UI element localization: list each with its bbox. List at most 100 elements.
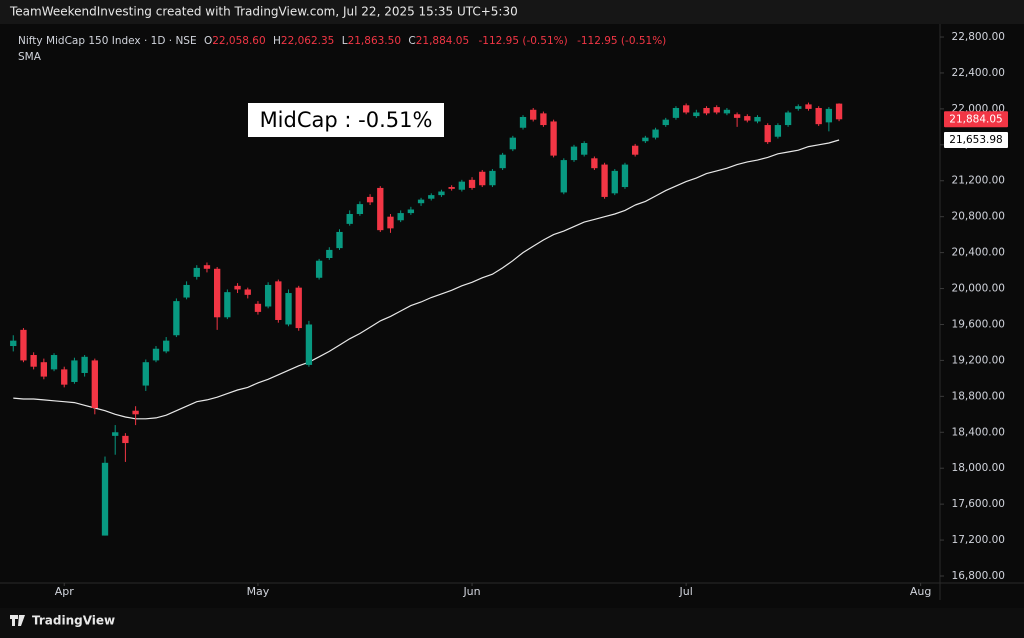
candle-body bbox=[428, 195, 435, 199]
legend-o-value: 22,058.60 bbox=[212, 35, 265, 47]
candle-body bbox=[61, 369, 68, 385]
candle-body bbox=[540, 113, 547, 126]
candle-body bbox=[754, 116, 761, 122]
candle-body bbox=[774, 125, 782, 137]
candle-body bbox=[632, 145, 639, 155]
price-label-box bbox=[944, 131, 1008, 148]
candle-body bbox=[356, 204, 364, 214]
candle-body bbox=[458, 181, 466, 190]
candle-body bbox=[611, 170, 618, 194]
candle-body bbox=[570, 146, 578, 161]
candle-body bbox=[397, 213, 404, 221]
candle-body bbox=[530, 109, 537, 120]
legend-l-value: 21,863.50 bbox=[348, 35, 401, 47]
candle-body bbox=[621, 164, 629, 188]
candle-body bbox=[91, 360, 98, 409]
candle-body bbox=[642, 137, 649, 142]
candle-body bbox=[805, 104, 812, 109]
y-tick-label: 20,400.00 bbox=[952, 247, 1005, 259]
candle-body bbox=[560, 160, 567, 193]
price-label-box bbox=[944, 111, 1008, 128]
candle-body bbox=[285, 293, 292, 325]
legend-sma: SMA bbox=[18, 51, 42, 63]
candle-body bbox=[112, 432, 119, 436]
top-banner-bg bbox=[0, 0, 1024, 24]
y-tick-label: 18,000.00 bbox=[952, 462, 1005, 474]
candle-body bbox=[264, 284, 272, 307]
legend-symbol: Nifty MidCap 150 Index · 1D · NSE bbox=[18, 35, 197, 47]
candle-body bbox=[438, 191, 445, 196]
top-banner: TeamWeekendInvesting created with Tradin… bbox=[9, 5, 518, 19]
x-tick-label: Apr bbox=[55, 585, 75, 598]
candle-body bbox=[20, 329, 27, 361]
candle-body bbox=[40, 362, 47, 377]
candle-body bbox=[346, 213, 353, 224]
y-tick-label: 21,200.00 bbox=[952, 175, 1005, 187]
candle-body bbox=[132, 410, 139, 415]
legend-h-value: 22,062.35 bbox=[281, 35, 334, 47]
annotation-box bbox=[248, 103, 444, 137]
candle-body bbox=[254, 303, 262, 312]
candle-body bbox=[387, 216, 394, 229]
plot-bg bbox=[0, 24, 1024, 630]
y-tick-label: 16,800.00 bbox=[952, 570, 1005, 582]
candle-body bbox=[448, 187, 455, 189]
x-tick-label: Jul bbox=[678, 585, 692, 598]
candle-body bbox=[509, 137, 516, 150]
candle-body bbox=[152, 348, 160, 361]
candle-body bbox=[713, 107, 720, 113]
candle-body bbox=[203, 265, 211, 269]
candle-body bbox=[519, 116, 527, 128]
plot bbox=[10, 102, 843, 536]
candle-body bbox=[315, 260, 323, 278]
candle-body bbox=[591, 158, 598, 169]
candle-body bbox=[682, 105, 690, 113]
candle-body bbox=[10, 340, 17, 347]
candle-body bbox=[295, 287, 302, 329]
candle-body bbox=[795, 106, 802, 109]
price-label: 21,884.05 bbox=[949, 113, 1002, 125]
candle-body bbox=[417, 199, 425, 204]
y-tick-label: 18,400.00 bbox=[952, 426, 1005, 438]
candle-body bbox=[377, 187, 384, 231]
legend-h: H bbox=[273, 35, 281, 47]
candle-body bbox=[336, 231, 343, 249]
candle-body bbox=[815, 107, 822, 125]
legend-change: -112.95 (-0.51%) bbox=[479, 35, 568, 47]
candle-body bbox=[407, 209, 415, 214]
candle-body bbox=[173, 301, 180, 336]
candle-body bbox=[163, 340, 170, 352]
y-tick-label: 18,800.00 bbox=[952, 390, 1005, 402]
candle-body bbox=[835, 103, 843, 120]
candle-body bbox=[275, 281, 282, 320]
legend: Nifty MidCap 150 Index · 1D · NSE O22,05… bbox=[18, 35, 666, 47]
candle-body bbox=[723, 109, 731, 114]
candle-body bbox=[326, 249, 333, 259]
candle-body bbox=[183, 284, 190, 298]
candle-body bbox=[213, 268, 221, 318]
candle-body bbox=[366, 196, 374, 203]
candle-body bbox=[652, 129, 659, 138]
y-tick-label: 20,000.00 bbox=[952, 283, 1005, 295]
candle-body bbox=[825, 108, 833, 123]
candle-body bbox=[601, 164, 608, 197]
candle-body bbox=[581, 143, 588, 155]
candle-body bbox=[101, 462, 109, 536]
candle-body bbox=[672, 107, 680, 118]
candle-body bbox=[499, 154, 506, 169]
candle-body bbox=[479, 171, 486, 186]
candle-body bbox=[489, 170, 496, 186]
candle-body bbox=[744, 116, 751, 121]
legend-change: -112.95 (-0.51%) bbox=[577, 35, 666, 47]
y-tick-label: 22,400.00 bbox=[952, 67, 1005, 79]
candle-body bbox=[784, 112, 792, 126]
candle-body bbox=[468, 179, 476, 188]
x-tick-label: May bbox=[247, 585, 270, 598]
candle-body bbox=[662, 119, 669, 126]
x-tick-label: Jun bbox=[462, 585, 480, 598]
candle-body bbox=[764, 125, 771, 143]
price-label: 21,653.98 bbox=[949, 134, 1002, 146]
candle-body bbox=[193, 267, 200, 277]
